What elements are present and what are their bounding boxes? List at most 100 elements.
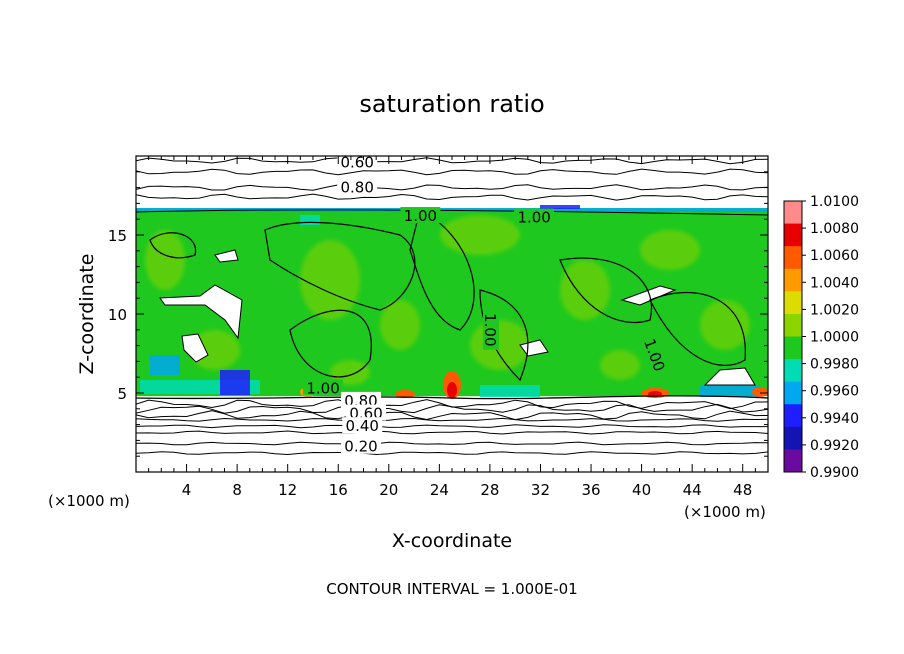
saturation-field — [136, 205, 768, 399]
unity-contour — [649, 291, 746, 366]
contour-label-text: 1.00 — [481, 313, 499, 346]
x-tick-label: 40 — [632, 481, 651, 499]
label-bg — [482, 309, 499, 350]
contour-label: 0.20 — [340, 437, 381, 456]
colorbar-swatch — [784, 246, 802, 270]
label-bg — [340, 437, 381, 454]
y-axis-ticks: 5 10 15 — [108, 171, 768, 457]
subsaturated-patches — [136, 205, 768, 397]
contour-label: 0.40 — [342, 417, 383, 435]
blue-patch — [150, 355, 180, 375]
plume — [395, 390, 415, 398]
contour-label-text: 1.00 — [306, 379, 339, 397]
field-patch — [700, 300, 750, 350]
lower-contour — [136, 417, 768, 422]
contour-label: 1.00 — [481, 309, 499, 350]
field-patch — [600, 350, 640, 380]
lower-contour — [136, 424, 768, 429]
plot-area — [136, 157, 768, 456]
x-tick-label: 28 — [480, 481, 499, 499]
contour-label-text: 0.80 — [340, 179, 373, 197]
blue-patch — [136, 208, 768, 212]
colorbar-swatch — [784, 404, 802, 428]
contour-label-text: 1.00 — [404, 207, 437, 225]
upper-contour — [136, 193, 768, 201]
bottom-unity-contour — [136, 395, 768, 400]
blue-patch — [480, 385, 540, 397]
x-tick-label: 32 — [531, 481, 550, 499]
upper-contour — [136, 184, 768, 191]
label-bg — [337, 153, 378, 170]
label-bg — [640, 333, 670, 377]
white-region — [214, 249, 239, 263]
colorbar-label: 1.0040 — [810, 275, 859, 291]
colorbar-label: 1.0080 — [810, 221, 859, 237]
plume — [752, 387, 768, 397]
x-tick-label: 48 — [733, 481, 752, 499]
blue-patch — [540, 205, 580, 209]
field-patch — [640, 230, 700, 270]
x-tick-label: 44 — [683, 481, 702, 499]
colorbar-swatch — [784, 313, 802, 337]
field-patch — [380, 300, 420, 350]
y-tick-label: 15 — [108, 227, 127, 245]
field-patch — [330, 360, 370, 385]
colorbar-swatch — [784, 223, 802, 247]
blue-patch — [700, 385, 760, 397]
x-unit-right: (×1000 m) — [684, 503, 766, 521]
white-region — [159, 284, 243, 340]
contour-labels: 0.600.801.00 1.001.001.001.000.800.600.40… — [303, 153, 670, 456]
lower-contour — [136, 441, 768, 446]
colorbar: 1.0100 1.0080 1.0060 1.0040 1.0020 1.0000 0.99… — [783, 194, 859, 481]
white-region — [703, 367, 756, 386]
label-bg — [346, 404, 387, 421]
field-patch — [560, 260, 610, 320]
colorbar-swatch — [784, 201, 802, 225]
contour-interval-footer: CONTOUR INTERVAL = 1.000E-01 — [326, 580, 577, 598]
label-bg — [337, 178, 378, 195]
upper-contour — [136, 157, 768, 165]
x-axis-label: X-coordinate — [392, 530, 512, 552]
x-unit-left: (×1000 m) — [48, 492, 130, 510]
field-texture — [145, 215, 750, 385]
contour-label: 1.00 — [514, 208, 555, 227]
colorbar-label: 1.0060 — [810, 248, 859, 264]
colorbar-swatch — [784, 449, 802, 473]
white-region — [181, 333, 209, 363]
x-tick-label: 8 — [232, 481, 242, 499]
unity-contour — [409, 209, 475, 331]
field-patch — [145, 230, 185, 290]
lower-contour — [136, 430, 768, 435]
contour-label-text: 1.00 — [517, 209, 550, 227]
x-tick-label: 20 — [379, 481, 398, 499]
colorbar-label: 0.9900 — [810, 465, 859, 481]
contour-label-text: 0.20 — [344, 438, 377, 456]
chart-title: saturation ratio — [359, 90, 544, 118]
y-tick-label: 10 — [108, 306, 127, 324]
x-axis-ticks: 4 8 12 16 20 24 28 32 36 40 44 48 — [148, 156, 756, 499]
blue-patch — [300, 215, 320, 225]
x-tick-label: 16 — [329, 481, 348, 499]
unity-contour — [559, 257, 653, 324]
contour-label: 1.00 — [400, 207, 441, 225]
lower-contour — [136, 410, 768, 421]
y-axis-label: Z-coordinate — [76, 254, 98, 375]
field-patch — [300, 240, 360, 320]
contour-label: 1.00 — [303, 379, 344, 397]
colorbar-swatch — [784, 381, 802, 405]
x-tick-label: 4 — [182, 481, 192, 499]
colorbar-swatch — [784, 359, 802, 383]
colorbar-swatch — [784, 268, 802, 292]
field-patch — [190, 330, 240, 370]
x-tick-label: 24 — [430, 481, 449, 499]
contour-label: 0.80 — [337, 178, 378, 197]
colorbar-swatch — [784, 336, 802, 360]
label-bg — [303, 379, 344, 396]
lower-contour — [136, 403, 768, 414]
colorbar-swatch — [784, 291, 802, 315]
unity-contour — [264, 221, 416, 311]
blue-patch — [220, 370, 250, 395]
colorbar-label: 1.0020 — [810, 302, 859, 318]
contour-label: 0.60 — [337, 153, 378, 171]
plume — [447, 382, 457, 398]
